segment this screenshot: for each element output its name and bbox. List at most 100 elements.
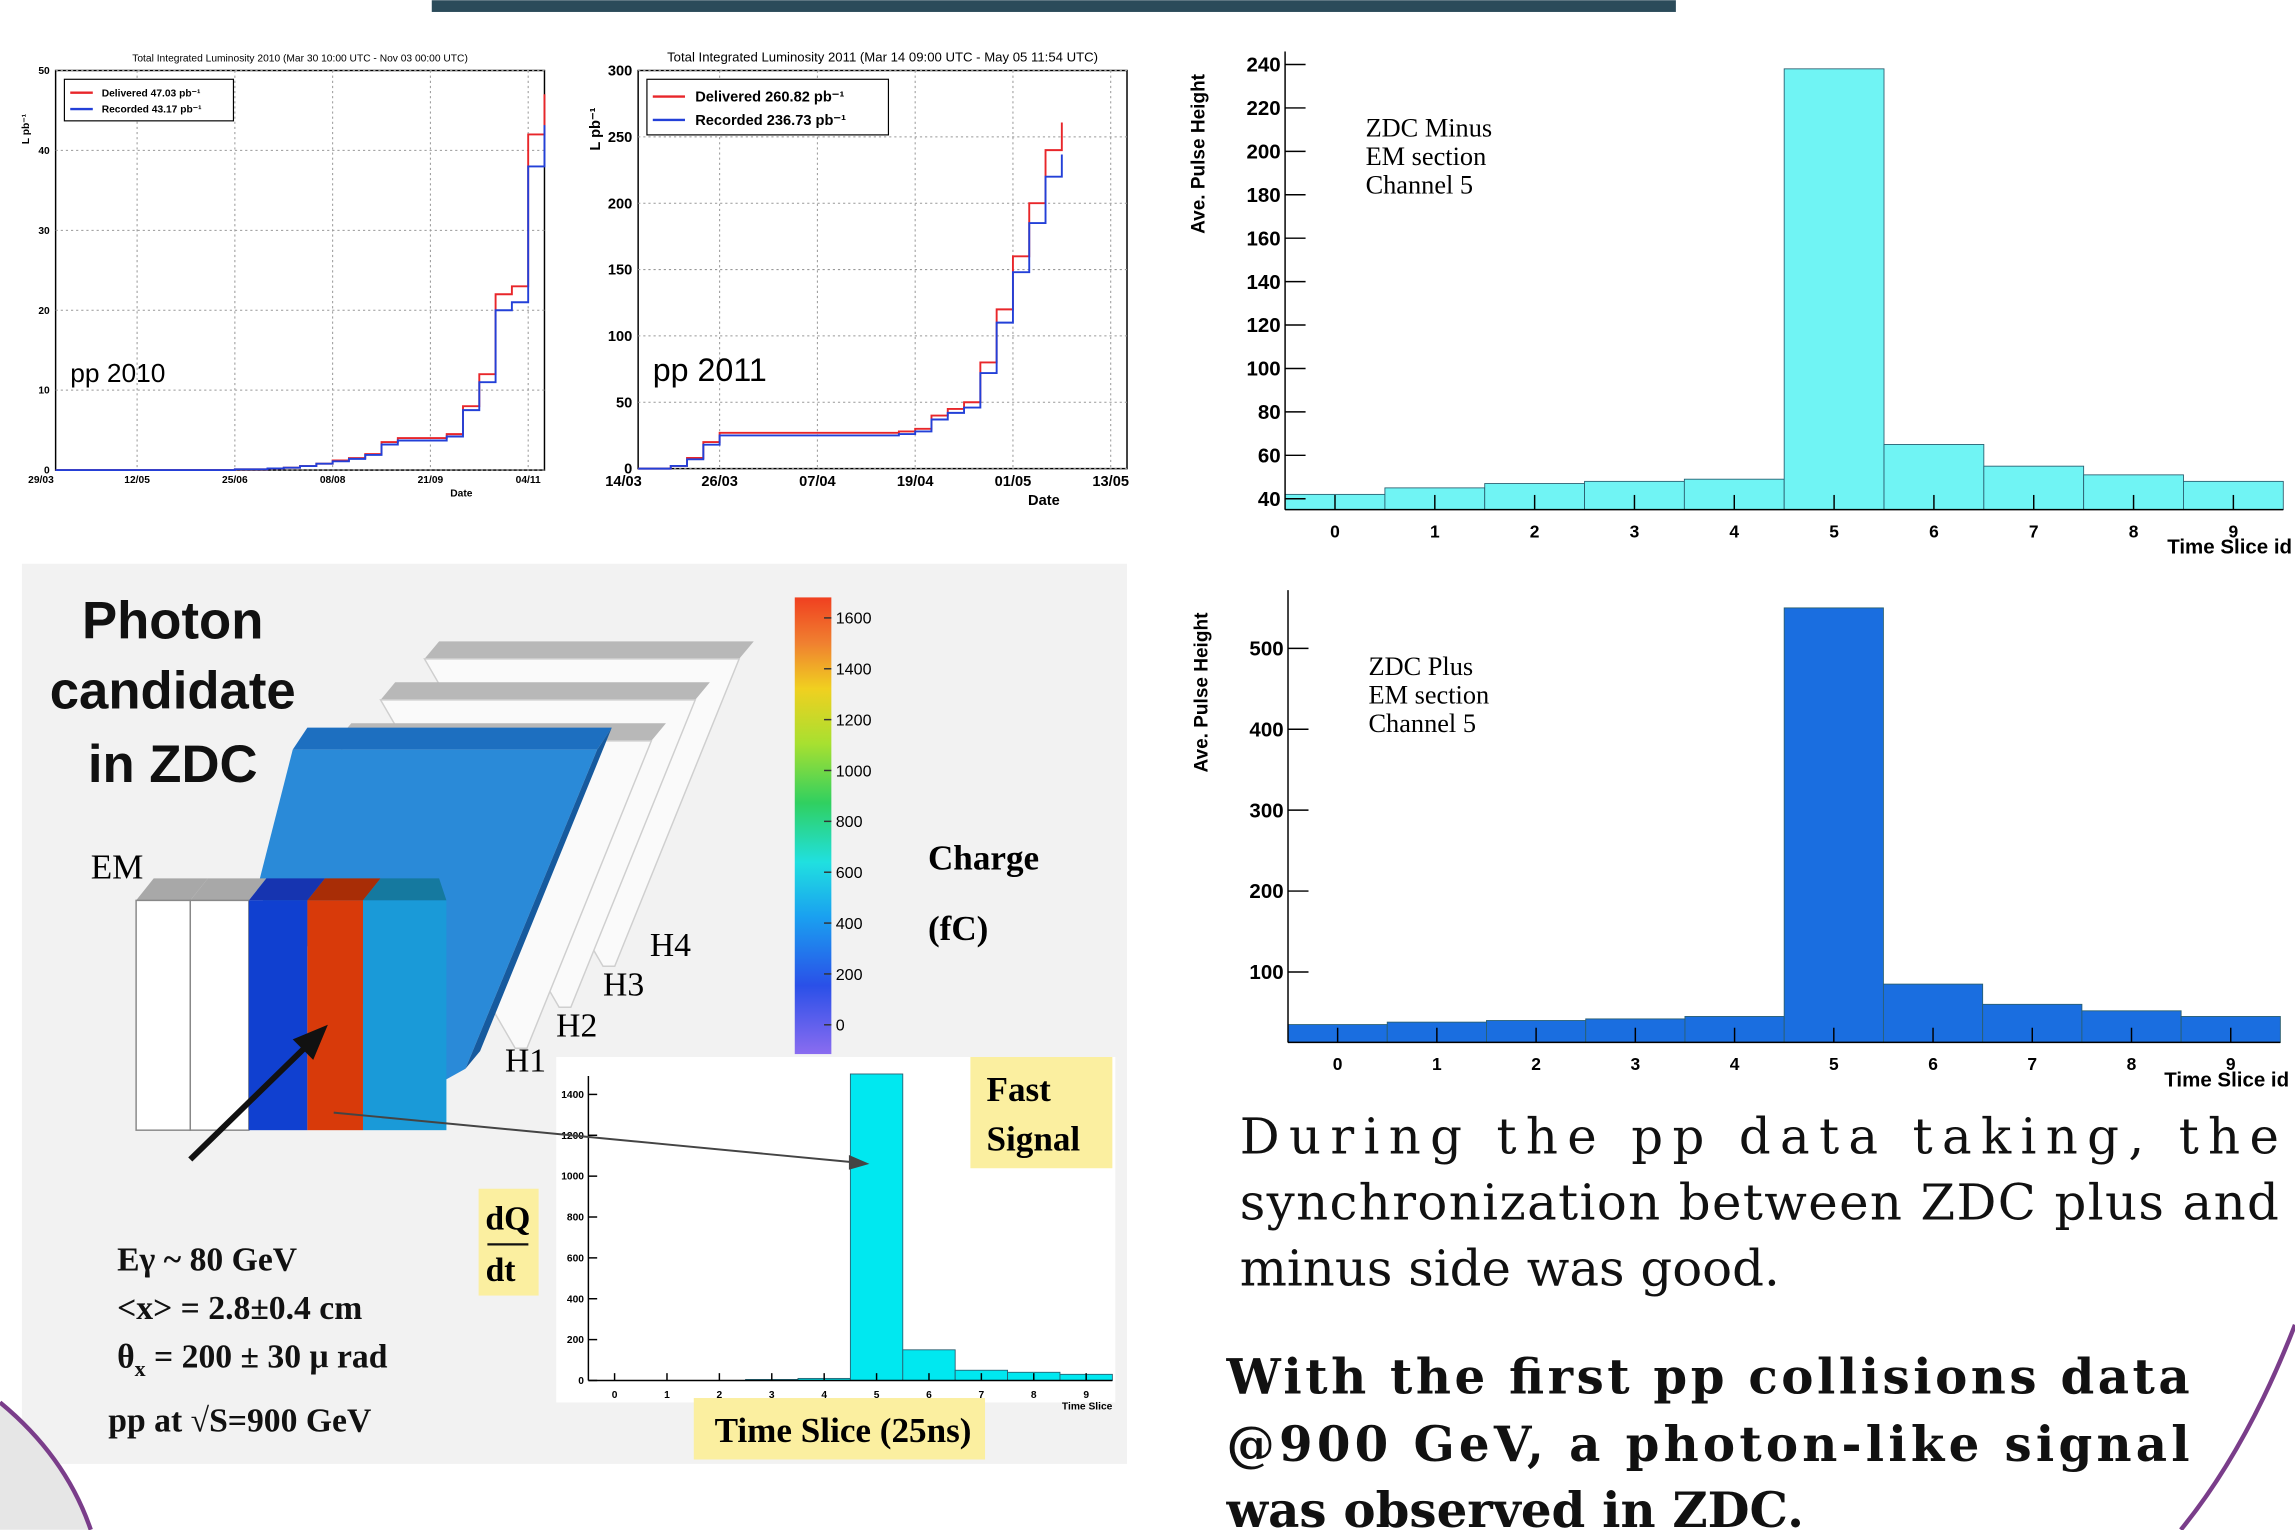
y-axis-label: Ave. Pulse Height <box>1189 73 1210 234</box>
conclusion-line: With the first pp collisions data <box>1226 1350 2190 1406</box>
x-tick-label: 3 <box>1630 521 1640 541</box>
fast-signal-label: Signal <box>986 1120 1080 1159</box>
x-tick-label: 5 <box>1829 521 1839 541</box>
annotation: ZDC Minus <box>1366 113 1493 142</box>
y-tick-label: 120 <box>1247 314 1281 337</box>
colorbar <box>795 597 832 1054</box>
y-tick-label: 180 <box>1247 184 1281 207</box>
physics-line: <x> = 2.8±0.4 cm <box>117 1290 362 1327</box>
y-tick-label: 60 <box>1258 444 1281 467</box>
hcal-label: H3 <box>603 967 644 1004</box>
y-tick-label: 30 <box>38 226 50 237</box>
physics-text: = 200 ± 30 μ rad <box>146 1338 388 1375</box>
x-tick-label: 12/05 <box>124 475 150 486</box>
x-tick-label: 1 <box>664 1390 670 1401</box>
x-tick-label: 0 <box>612 1390 618 1401</box>
diagram-title: in ZDC <box>88 735 258 794</box>
x-tick-label: 6 <box>1929 521 1939 541</box>
x-tick-label: 4 <box>1730 1054 1740 1074</box>
y-tick-label: 240 <box>1247 54 1281 77</box>
diagram-title: Photon <box>82 591 263 650</box>
physics-line: pp at √S=900 GeV <box>108 1403 371 1440</box>
x-tick-label: 14/03 <box>605 474 642 490</box>
x-tick-label: 29/03 <box>28 475 54 486</box>
y-axis-label: L pb⁻¹ <box>588 107 604 150</box>
y-tick-label: 160 <box>1247 227 1281 250</box>
y-tick-label: 80 <box>1258 401 1281 424</box>
x-tick-label: 7 <box>2027 1054 2037 1074</box>
x-axis-label: Time Slice id <box>2167 536 2292 559</box>
colorbar-tick-label: 1000 <box>836 762 872 780</box>
paragraph-line: minus side was good. <box>1240 1239 1780 1297</box>
colorbar-tick-label: 400 <box>836 915 863 933</box>
header-bar <box>432 0 1676 12</box>
y-tick-label: 1000 <box>561 1172 584 1183</box>
legend-label: Delivered 47.03 pb⁻¹ <box>102 88 201 99</box>
y-tick-label: 200 <box>1247 141 1281 164</box>
colorbar-tick-label: 0 <box>836 1017 845 1035</box>
annotation: Channel 5 <box>1369 709 1476 738</box>
y-tick-label: 200 <box>567 1335 584 1346</box>
x-tick-label: 0 <box>1333 1054 1343 1074</box>
dqdt-label: dt <box>486 1252 517 1289</box>
annotation: Channel 5 <box>1366 170 1473 199</box>
annotation: EM section <box>1366 142 1487 171</box>
y-tick-label: 10 <box>38 386 50 397</box>
x-tick-label: 4 <box>1729 521 1739 541</box>
time-slice-label: Time Slice (25ns) <box>715 1411 972 1450</box>
y-tick-label: 220 <box>1247 97 1281 120</box>
x-tick-label: 2 <box>1531 1054 1541 1074</box>
y-tick-label: 50 <box>616 395 632 411</box>
x-tick-label: 01/05 <box>995 474 1032 490</box>
legend-label: Delivered 260.82 pb⁻¹ <box>695 90 844 106</box>
y-tick-label: 400 <box>1249 718 1283 741</box>
physics-line: Eγ ~ 80 GeV <box>117 1242 297 1279</box>
y-tick-label: 300 <box>608 64 632 80</box>
x-tick-label: 21/09 <box>418 475 444 486</box>
colorbar-tick-label: 1400 <box>836 661 872 679</box>
x-tick-label: 5 <box>1829 1054 1839 1074</box>
x-tick-label: 26/03 <box>701 474 738 490</box>
y-tick-label: 100 <box>608 329 632 345</box>
charge-label: (fC) <box>928 909 988 948</box>
x-axis-label: Time Slice id <box>2164 1068 2289 1091</box>
y-tick-label: 300 <box>1249 799 1283 822</box>
colorbar-tick-label: 600 <box>836 864 863 882</box>
legend-label: Recorded 43.17 pb⁻¹ <box>102 105 202 116</box>
y-tick-label: 1400 <box>561 1090 584 1101</box>
x-tick-label: 8 <box>1031 1390 1037 1401</box>
chart-title: Total Integrated Luminosity 2010 (Mar 30… <box>132 54 468 65</box>
y-tick-label: 600 <box>567 1253 584 1264</box>
y-tick-label: 40 <box>1258 488 1281 511</box>
x-tick-label: 8 <box>2127 1054 2137 1074</box>
x-tick-label: 13/05 <box>1092 474 1129 490</box>
x-tick-label: 07/04 <box>799 474 836 490</box>
x-axis-label: Date <box>450 489 472 500</box>
x-tick-label: 04/11 <box>516 475 541 486</box>
y-tick-label: 140 <box>1247 271 1281 294</box>
y-tick-label: 500 <box>1249 638 1283 661</box>
x-tick-label: 1 <box>1432 1054 1442 1074</box>
x-tick-label: 7 <box>2029 521 2039 541</box>
x-axis-label: Time Slice <box>1062 1402 1113 1413</box>
annotation: EM section <box>1369 681 1490 710</box>
y-tick-label: 40 <box>38 146 50 157</box>
slide: Photon candidate in ZDC <box>0 0 2295 1530</box>
y-axis-label: Ave. Pulse Height <box>1192 612 1213 773</box>
x-tick-label: 0 <box>1330 521 1340 541</box>
y-tick-label: 150 <box>608 263 632 279</box>
y-tick-label: 20 <box>38 306 50 317</box>
hcal-label: H2 <box>556 1008 597 1045</box>
em-section <box>136 878 446 1130</box>
conclusion-line: @900 GeV, a photon-like signal <box>1227 1417 2190 1473</box>
colorbar-tick-label: 1200 <box>836 711 872 729</box>
y-tick-label: 50 <box>38 66 50 77</box>
x-tick-label: 25/06 <box>222 475 248 486</box>
y-tick-label: 100 <box>1249 961 1283 984</box>
y-tick-label: 200 <box>1249 880 1283 903</box>
x-tick-label: 19/04 <box>897 474 934 490</box>
y-tick-label: 250 <box>608 130 632 146</box>
slide-canvas: Photon candidate in ZDC <box>0 0 2295 1530</box>
x-tick-label: 3 <box>1630 1054 1640 1074</box>
x-tick-label: 08/08 <box>320 475 346 486</box>
